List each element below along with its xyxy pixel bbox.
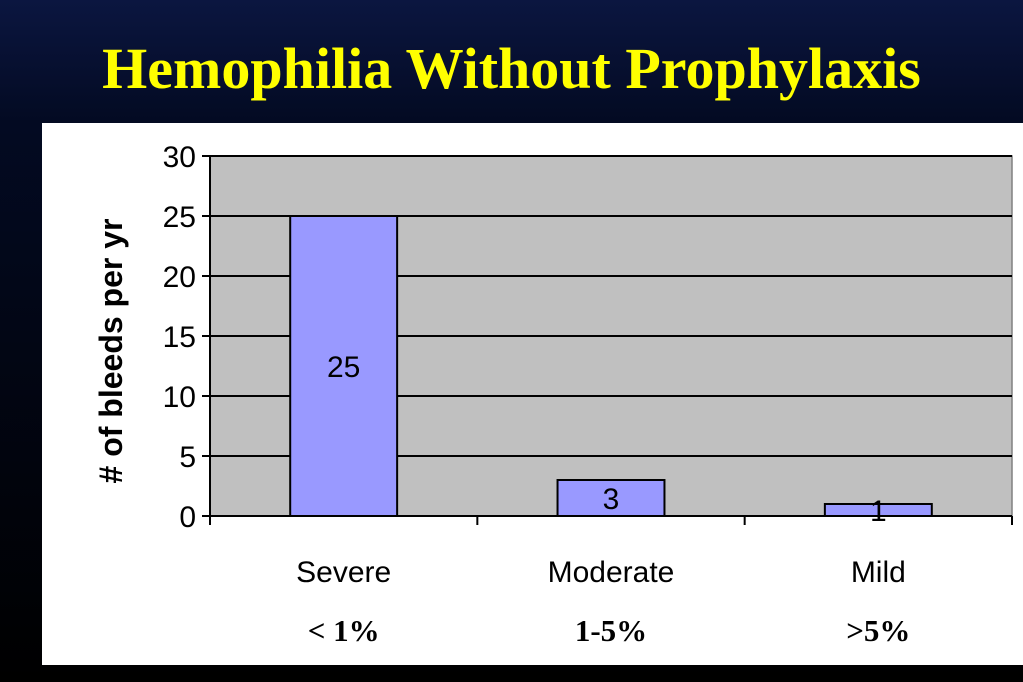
bar-severe bbox=[289, 215, 399, 517]
bars bbox=[289, 215, 933, 517]
axes bbox=[202, 155, 1013, 525]
bar-chart: 0 5 10 15 20 25 30 25 Severe < 1% 3 Moderate 1-5% 1 Mi… bbox=[93, 141, 1013, 648]
y-tick-label: 25 bbox=[163, 201, 196, 234]
category-sublabel: 1-5% bbox=[575, 613, 647, 648]
y-tick-label: 5 bbox=[179, 441, 196, 474]
category-sublabel: >5% bbox=[846, 613, 910, 648]
data-label: 25 bbox=[327, 351, 360, 384]
category-label: Mild bbox=[851, 556, 906, 589]
y-tick-label: 10 bbox=[163, 381, 196, 414]
data-label: 3 bbox=[603, 483, 620, 516]
bar-moderate bbox=[556, 479, 666, 517]
category-sublabel: < 1% bbox=[308, 613, 380, 648]
category-label: Severe bbox=[296, 556, 391, 589]
y-tick-label: 20 bbox=[163, 261, 196, 294]
slide-title: Hemophilia Without Prophylaxis bbox=[102, 36, 921, 101]
data-label: 1 bbox=[870, 495, 887, 528]
labels: 0 5 10 15 20 25 30 25 Severe < 1% 3 Moderate 1-5% 1 Mi… bbox=[93, 141, 910, 648]
y-axis-label: # of bleeds per yr bbox=[93, 219, 129, 484]
y-tick-label: 30 bbox=[163, 141, 196, 174]
chart-panel: 0 5 10 15 20 25 30 25 Severe < 1% 3 Moderate 1-5% 1 Mi… bbox=[42, 123, 1023, 665]
y-tick-label: 0 bbox=[179, 501, 196, 534]
y-tick-label: 15 bbox=[163, 321, 196, 354]
category-label: Moderate bbox=[548, 556, 675, 589]
